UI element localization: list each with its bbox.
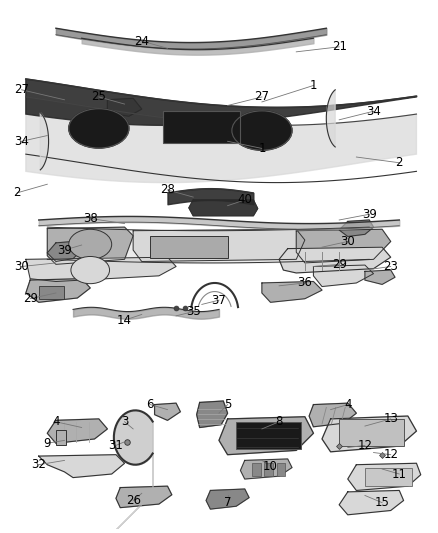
- Text: 34: 34: [366, 104, 381, 118]
- Polygon shape: [26, 97, 417, 183]
- Text: 27: 27: [254, 91, 269, 103]
- Text: 25: 25: [92, 91, 106, 103]
- Text: 27: 27: [14, 83, 29, 96]
- Text: 4: 4: [52, 415, 60, 429]
- Text: 2: 2: [14, 187, 21, 199]
- Text: 14: 14: [117, 313, 132, 327]
- Text: 1: 1: [258, 142, 266, 155]
- Polygon shape: [197, 401, 228, 427]
- Ellipse shape: [69, 229, 112, 260]
- Text: 28: 28: [160, 183, 175, 197]
- Text: 8: 8: [276, 415, 283, 429]
- Text: 13: 13: [383, 413, 398, 425]
- Text: 7: 7: [224, 496, 231, 509]
- Polygon shape: [309, 403, 357, 427]
- Polygon shape: [47, 227, 133, 264]
- Bar: [150, 237, 228, 258]
- Text: 29: 29: [332, 258, 347, 271]
- Polygon shape: [206, 489, 249, 509]
- Polygon shape: [339, 220, 374, 237]
- Text: 12: 12: [357, 439, 372, 452]
- Polygon shape: [47, 241, 81, 262]
- Polygon shape: [39, 455, 124, 478]
- Text: 32: 32: [31, 458, 46, 471]
- Polygon shape: [262, 281, 322, 302]
- Polygon shape: [155, 403, 180, 421]
- Polygon shape: [26, 257, 176, 281]
- Polygon shape: [314, 265, 374, 287]
- Polygon shape: [365, 270, 395, 285]
- Polygon shape: [47, 419, 107, 443]
- Ellipse shape: [69, 109, 129, 148]
- Text: 34: 34: [14, 135, 29, 148]
- Text: 31: 31: [109, 439, 124, 452]
- Polygon shape: [107, 99, 142, 116]
- Text: 38: 38: [83, 212, 98, 225]
- Polygon shape: [189, 200, 258, 216]
- Polygon shape: [348, 463, 421, 490]
- Text: 6: 6: [147, 398, 154, 411]
- Text: 30: 30: [340, 235, 355, 248]
- Text: 5: 5: [224, 398, 231, 411]
- Polygon shape: [116, 486, 172, 507]
- Polygon shape: [322, 416, 417, 452]
- Polygon shape: [40, 112, 49, 170]
- Polygon shape: [26, 279, 90, 302]
- Text: 24: 24: [134, 35, 149, 47]
- Bar: [339, 419, 403, 446]
- Bar: [276, 463, 285, 476]
- Text: 9: 9: [43, 437, 51, 450]
- Text: 3: 3: [121, 415, 128, 429]
- Text: 26: 26: [126, 494, 141, 507]
- Polygon shape: [339, 490, 403, 515]
- Text: 10: 10: [263, 459, 278, 473]
- Polygon shape: [240, 459, 292, 479]
- Bar: [236, 422, 300, 449]
- Text: 1: 1: [310, 79, 317, 92]
- Text: 15: 15: [374, 496, 389, 509]
- Polygon shape: [26, 79, 417, 125]
- Bar: [163, 110, 240, 143]
- Text: 4: 4: [344, 398, 352, 411]
- Text: 29: 29: [23, 292, 38, 305]
- Polygon shape: [326, 90, 335, 147]
- Text: 30: 30: [14, 260, 29, 273]
- Polygon shape: [133, 229, 305, 262]
- Text: 39: 39: [57, 244, 72, 256]
- Bar: [39, 286, 64, 298]
- Text: 37: 37: [212, 294, 226, 306]
- Ellipse shape: [71, 256, 110, 284]
- Bar: [252, 463, 261, 476]
- Text: 35: 35: [186, 305, 201, 318]
- Text: 39: 39: [362, 208, 377, 221]
- Text: 11: 11: [392, 467, 407, 481]
- Polygon shape: [279, 247, 391, 273]
- Text: 40: 40: [237, 193, 252, 206]
- Text: 23: 23: [383, 260, 398, 273]
- Bar: [365, 467, 412, 486]
- Bar: [56, 430, 66, 445]
- Bar: [265, 463, 273, 476]
- Text: 2: 2: [396, 156, 403, 169]
- Polygon shape: [296, 229, 391, 263]
- Ellipse shape: [232, 111, 292, 150]
- Text: 36: 36: [297, 277, 312, 289]
- Text: 12: 12: [383, 448, 398, 461]
- Polygon shape: [219, 417, 314, 455]
- Text: 21: 21: [332, 41, 347, 53]
